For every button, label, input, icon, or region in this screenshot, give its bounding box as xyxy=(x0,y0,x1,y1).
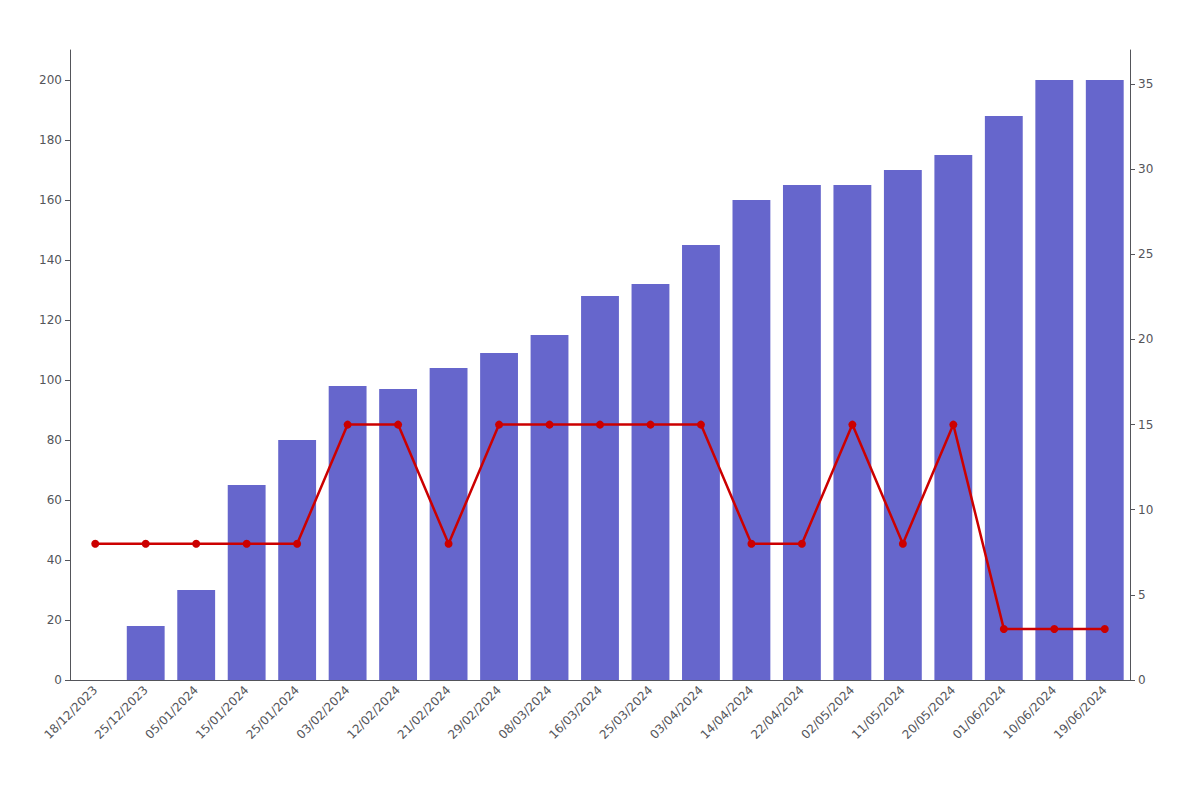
svg-text:29/02/2024: 29/02/2024 xyxy=(445,683,504,742)
svg-text:19/06/2024: 19/06/2024 xyxy=(1051,683,1110,742)
svg-text:160: 160 xyxy=(39,193,62,207)
svg-text:30: 30 xyxy=(1138,162,1153,176)
svg-text:25/12/2023: 25/12/2023 xyxy=(92,683,151,742)
svg-text:22/04/2024: 22/04/2024 xyxy=(748,683,807,742)
svg-text:100: 100 xyxy=(39,373,62,387)
svg-text:40: 40 xyxy=(47,553,62,567)
svg-text:01/06/2024: 01/06/2024 xyxy=(950,683,1009,742)
svg-text:02/05/2024: 02/05/2024 xyxy=(799,683,858,742)
svg-text:16/03/2024: 16/03/2024 xyxy=(546,683,605,742)
svg-text:10: 10 xyxy=(1138,503,1153,517)
svg-text:25: 25 xyxy=(1138,247,1153,261)
svg-text:15/01/2024: 15/01/2024 xyxy=(193,683,252,742)
svg-text:18/12/2023: 18/12/2023 xyxy=(41,683,100,742)
svg-text:5: 5 xyxy=(1138,588,1146,602)
svg-text:14/04/2024: 14/04/2024 xyxy=(698,683,757,742)
svg-text:20: 20 xyxy=(1138,332,1153,346)
svg-text:200: 200 xyxy=(39,73,62,87)
svg-text:20/05/2024: 20/05/2024 xyxy=(900,683,959,742)
svg-text:08/03/2024: 08/03/2024 xyxy=(496,683,555,742)
svg-text:03/02/2024: 03/02/2024 xyxy=(294,683,353,742)
svg-text:20: 20 xyxy=(47,613,62,627)
svg-text:120: 120 xyxy=(39,313,62,327)
svg-text:140: 140 xyxy=(39,253,62,267)
svg-text:11/05/2024: 11/05/2024 xyxy=(849,683,908,742)
svg-text:0: 0 xyxy=(1138,673,1146,687)
svg-text:0: 0 xyxy=(54,673,62,687)
svg-text:10/06/2024: 10/06/2024 xyxy=(1000,683,1059,742)
svg-text:60: 60 xyxy=(47,493,62,507)
svg-text:35: 35 xyxy=(1138,77,1153,91)
svg-text:180: 180 xyxy=(39,133,62,147)
svg-text:12/02/2024: 12/02/2024 xyxy=(344,683,403,742)
svg-text:80: 80 xyxy=(47,433,62,447)
svg-text:05/01/2024: 05/01/2024 xyxy=(142,683,201,742)
svg-text:25/03/2024: 25/03/2024 xyxy=(597,683,656,742)
svg-text:21/02/2024: 21/02/2024 xyxy=(395,683,454,742)
svg-text:03/04/2024: 03/04/2024 xyxy=(647,683,706,742)
svg-text:25/01/2024: 25/01/2024 xyxy=(243,683,302,742)
svg-text:15: 15 xyxy=(1138,418,1153,432)
